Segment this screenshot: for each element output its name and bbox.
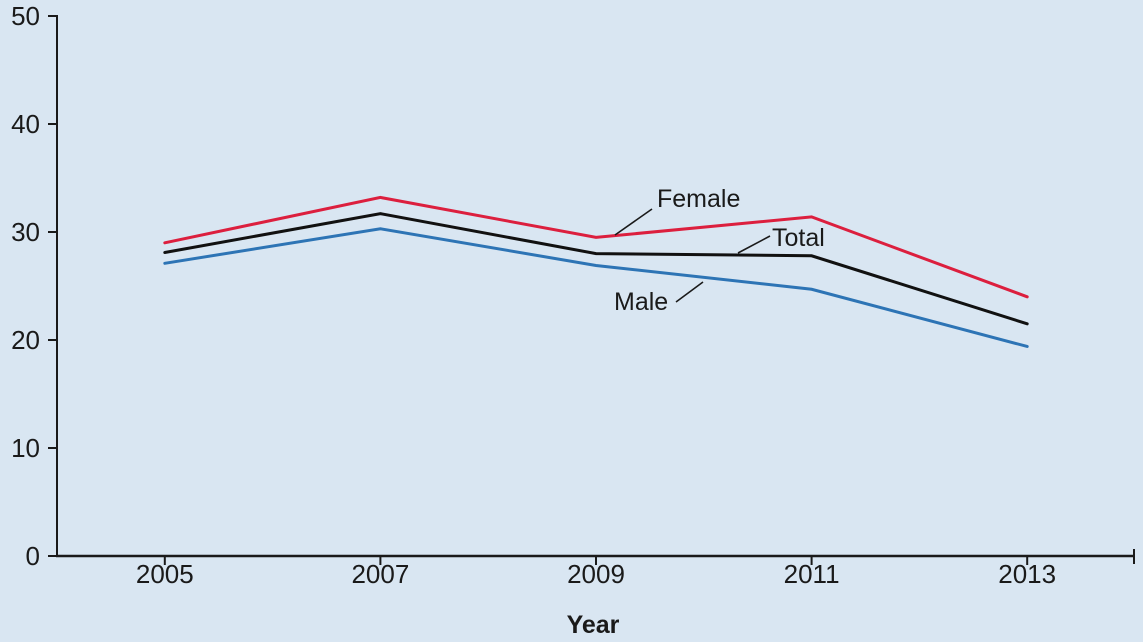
y-tick-label: 30	[11, 217, 40, 247]
series-label-leader-total	[737, 235, 771, 254]
y-tick-label: 50	[11, 1, 40, 31]
series-label-leader-female	[614, 208, 653, 236]
x-axis-title: Year	[567, 611, 620, 639]
y-tick-label: 40	[11, 109, 40, 139]
x-tick-label: 2007	[351, 559, 409, 589]
series-label-male: Male	[614, 288, 668, 316]
series-line-female	[163, 195, 1029, 299]
data-series	[163, 195, 1029, 348]
y-axis-ticks: 0 10 20 30 40 50	[11, 1, 57, 571]
x-tick-label: 2005	[136, 559, 194, 589]
series-label-female: Female	[657, 185, 740, 213]
x-tick-label: 2009	[567, 559, 625, 589]
series-label-leader-male	[675, 281, 704, 303]
axes	[56, 15, 1135, 564]
x-axis-ticks: 2005 2007 2009 2011 2013	[136, 556, 1056, 589]
series-line-total	[163, 212, 1029, 326]
series-labels: Female Total Male	[614, 185, 825, 316]
y-tick-label: 10	[11, 433, 40, 463]
series-label-total: Total	[772, 224, 825, 252]
x-tick-label: 2013	[998, 559, 1056, 589]
y-tick-label: 20	[11, 325, 40, 355]
x-tick-label: 2011	[784, 559, 840, 589]
y-tick-label: 0	[26, 541, 40, 571]
series-line-male	[163, 227, 1029, 348]
